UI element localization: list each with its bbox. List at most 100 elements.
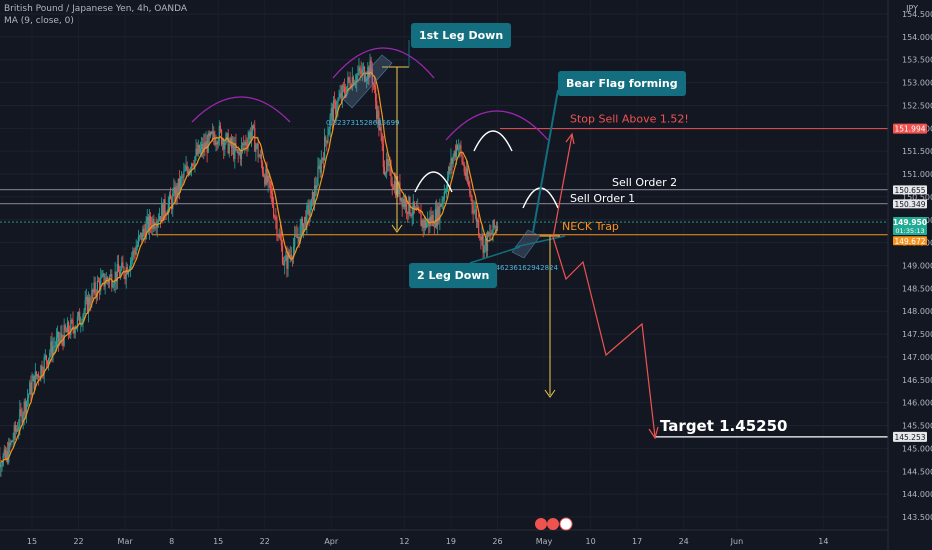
candle-body	[419, 211, 421, 214]
bear-flag-pointer	[532, 89, 559, 233]
candle-body	[238, 152, 240, 155]
candle-body	[450, 158, 452, 171]
candle-body	[234, 143, 236, 159]
candle-body	[302, 223, 305, 235]
candle-body	[292, 246, 295, 259]
candle-body	[445, 189, 448, 192]
candle-body	[35, 371, 38, 377]
candle-body	[166, 214, 168, 216]
candle-body	[266, 169, 268, 183]
candle-body	[49, 353, 51, 358]
x-tick-label: 24	[679, 537, 689, 546]
candle-body	[19, 409, 21, 427]
flag-channel	[341, 54, 393, 109]
candle-body	[296, 234, 298, 239]
candle-body	[198, 145, 200, 153]
candle-body	[56, 332, 59, 338]
candle-body	[154, 227, 156, 229]
candle-body	[133, 250, 135, 253]
candle-body	[141, 232, 143, 241]
candle-body	[455, 145, 458, 157]
candle-body	[164, 199, 166, 214]
candle-body	[418, 207, 420, 212]
candle-body	[484, 238, 486, 246]
candle-body	[209, 132, 212, 137]
candle-body	[197, 145, 199, 155]
sell-order-1-tag	[893, 199, 927, 209]
candle-body	[205, 141, 207, 149]
candle-body	[94, 282, 96, 294]
candle-body	[305, 216, 307, 228]
candle-body	[413, 201, 415, 209]
candle-body	[464, 172, 466, 177]
candle-body	[341, 85, 343, 99]
x-tick-label: Jun	[730, 537, 744, 546]
candle-body	[466, 168, 469, 182]
candle-body	[110, 274, 112, 277]
candle-body	[423, 220, 425, 228]
candle-body	[236, 149, 238, 151]
candle-body	[370, 60, 372, 70]
mini-arc	[414, 171, 453, 193]
stop-arrow	[552, 134, 573, 239]
candle-body	[480, 237, 482, 241]
candle-body	[148, 215, 151, 232]
candle-body	[307, 205, 309, 207]
y-tick-label: 149.000	[902, 262, 932, 271]
candle-body	[159, 216, 162, 221]
candle-body	[381, 134, 383, 144]
candle-body	[422, 220, 424, 228]
candle-body	[295, 234, 297, 236]
candle-body	[144, 231, 146, 239]
candle-body	[346, 86, 348, 96]
candle-body	[449, 167, 451, 171]
candle-body	[275, 217, 277, 220]
candle-body	[351, 77, 353, 88]
y-tick-label: 154.500	[902, 10, 932, 19]
candle-body	[309, 210, 311, 217]
y-tick-label: 148.500	[902, 284, 932, 293]
candle-body	[26, 397, 29, 402]
candle-body	[216, 142, 218, 145]
y-tick-label: 146.000	[902, 399, 932, 408]
indicator-label[interactable]: MA (9, close, 0)	[4, 16, 74, 26]
candle-body	[149, 215, 152, 225]
candle-body	[23, 401, 25, 416]
candle-body	[486, 232, 489, 251]
candle-body	[118, 272, 121, 277]
candle-body	[470, 193, 472, 197]
candle-body	[342, 85, 345, 87]
candle-body	[0, 466, 2, 468]
candle-body	[84, 300, 86, 311]
candle-body	[433, 226, 435, 228]
candle-body	[332, 100, 335, 121]
candle-body	[130, 260, 132, 269]
candle-body	[383, 166, 386, 175]
x-tick-label: 22	[73, 537, 83, 546]
candle-body	[161, 204, 163, 221]
candle-body	[103, 273, 105, 287]
candle-body	[147, 217, 149, 232]
candle-body	[392, 187, 394, 190]
candle-body	[306, 206, 308, 228]
candle-body	[187, 170, 189, 175]
y-tick-label: 151.000	[902, 170, 932, 179]
candle-body	[250, 131, 253, 140]
candle-body	[460, 145, 462, 153]
candle-body	[316, 185, 318, 189]
candle-body	[83, 310, 85, 316]
candle-body	[437, 206, 439, 226]
x-tick-label: 26	[492, 537, 502, 546]
candle-body	[199, 148, 202, 153]
candle-body	[153, 219, 155, 229]
candle-body	[178, 178, 181, 190]
second-leg-pointer	[469, 246, 521, 264]
candle-body	[140, 232, 142, 236]
candle-body	[271, 193, 274, 206]
candle-body	[145, 223, 147, 239]
candle-body	[339, 92, 341, 98]
target-text: Target 1.45250	[660, 417, 787, 435]
candle-body	[169, 194, 172, 200]
candle-body	[429, 216, 431, 227]
